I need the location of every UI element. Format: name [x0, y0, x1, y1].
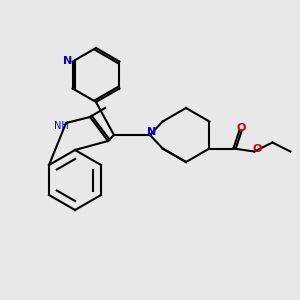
Text: O: O	[236, 122, 246, 133]
Text: O: O	[252, 144, 262, 154]
Text: NH: NH	[54, 121, 69, 131]
Text: N: N	[147, 127, 156, 137]
Text: N: N	[64, 56, 73, 67]
